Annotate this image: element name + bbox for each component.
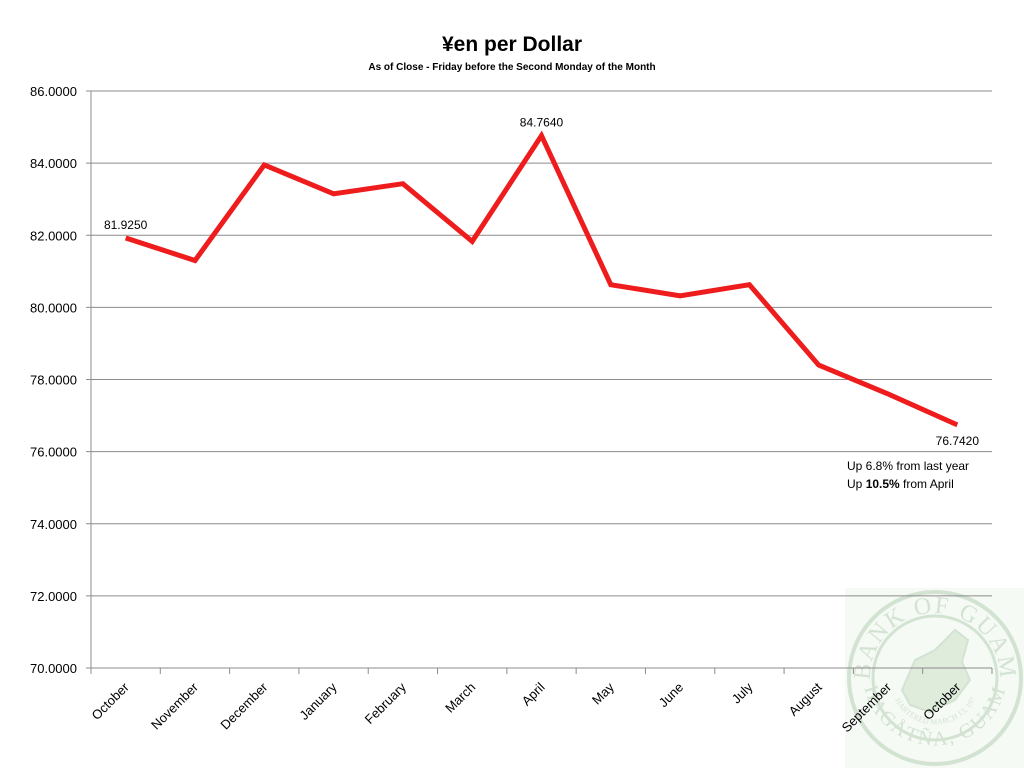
annotation-line-2: Up 10.5% from April bbox=[847, 477, 954, 491]
x-tick-label: October bbox=[88, 679, 132, 723]
chart-title: ¥en per Dollar bbox=[442, 33, 582, 56]
annotation-line-2-bold: 10.5% bbox=[866, 477, 900, 491]
x-tick-label: November bbox=[148, 679, 201, 732]
data-label: 76.7420 bbox=[936, 434, 980, 448]
x-tick-label: August bbox=[786, 679, 825, 718]
y-tick-label: 70.0000 bbox=[30, 661, 77, 676]
x-tick-label: January bbox=[296, 679, 340, 723]
x-tick-label: June bbox=[656, 680, 687, 711]
x-tick-label: February bbox=[362, 679, 410, 727]
x-tick-label: December bbox=[217, 679, 270, 732]
y-axis-ticks: 70.0000 72.0000 74.0000 76.0000 78.0000 80.00… bbox=[30, 84, 91, 676]
data-labels: 81.9250 84.7640 76.7420 bbox=[104, 116, 979, 448]
y-tick-label: 78.0000 bbox=[30, 373, 77, 388]
annotation-line-1: Up 6.8% from last year bbox=[847, 459, 969, 473]
y-tick-label: 82.0000 bbox=[30, 228, 77, 243]
y-tick-label: 76.0000 bbox=[30, 445, 77, 460]
series-group bbox=[124, 130, 959, 428]
data-label: 81.9250 bbox=[104, 218, 148, 232]
y-tick-label: 84.0000 bbox=[30, 156, 77, 171]
seal-inner-text: CHARTERED MARCH 13, 1972 bbox=[0, 0, 977, 726]
x-tick-label: April bbox=[519, 679, 548, 708]
x-tick-label: July bbox=[729, 679, 756, 706]
x-tick-label: March bbox=[442, 680, 478, 716]
y-tick-label: 80.0000 bbox=[30, 300, 77, 315]
chart-subtitle: As of Close - Friday before the Second M… bbox=[368, 62, 655, 73]
data-label: 84.7640 bbox=[520, 116, 564, 130]
series-line bbox=[124, 130, 959, 428]
annotation-line-2-prefix: Up bbox=[847, 477, 866, 491]
annotation-line-2-suffix: from April bbox=[900, 477, 954, 491]
y-tick-label: 74.0000 bbox=[30, 517, 77, 532]
y-tick-label: 72.0000 bbox=[30, 589, 77, 604]
x-tick-label: May bbox=[589, 679, 617, 707]
y-tick-label: 86.0000 bbox=[30, 84, 77, 99]
